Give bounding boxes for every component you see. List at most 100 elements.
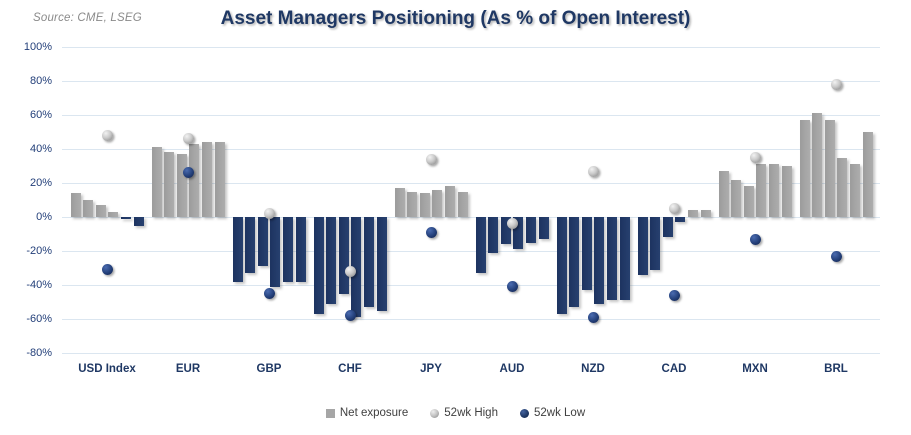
net-exposure-bar xyxy=(731,179,742,217)
net-exposure-bar xyxy=(70,193,81,217)
net-exposure-bar xyxy=(606,217,617,301)
net-exposure-bar xyxy=(594,217,605,304)
y-axis-tick-label: -40% xyxy=(26,279,52,291)
legend-label-net-exposure: Net exposure xyxy=(339,407,409,419)
net-exposure-bar xyxy=(394,188,405,217)
x-category-label: AUD xyxy=(499,363,525,375)
y-axis-tick-label: 40% xyxy=(29,143,52,155)
net-exposure-bar xyxy=(351,217,362,318)
week52-low-marker xyxy=(101,264,113,276)
week52-high-marker xyxy=(182,133,194,145)
week52-high-marker xyxy=(749,152,761,163)
net-exposure-bar xyxy=(862,132,873,217)
gridline xyxy=(62,217,880,218)
net-exposure-bar xyxy=(326,217,337,304)
net-exposure-bar xyxy=(718,171,729,217)
net-exposure-bar xyxy=(700,210,711,217)
net-exposure-bar xyxy=(637,217,648,275)
net-exposure-bar xyxy=(270,217,281,287)
x-category-label: JPY xyxy=(420,363,442,375)
week52-high-marker xyxy=(587,165,599,177)
net-exposure-bar xyxy=(475,217,486,274)
net-exposure-bar xyxy=(363,217,374,308)
net-exposure-bar xyxy=(781,166,792,217)
gridline xyxy=(62,47,880,48)
net-exposure-bar xyxy=(488,217,499,253)
net-exposure-bar xyxy=(768,164,779,217)
net-exposure-bar xyxy=(581,217,592,291)
gridline xyxy=(62,285,880,286)
x-category-label: CHF xyxy=(338,363,362,375)
net-exposure-bar xyxy=(687,210,698,217)
net-exposure-bar xyxy=(189,143,200,217)
week52-low-marker xyxy=(587,311,599,323)
week52-low-marker xyxy=(182,167,194,179)
net-exposure-bar xyxy=(662,217,673,238)
net-exposure-bar xyxy=(313,217,324,314)
gridline xyxy=(62,115,880,116)
x-category-label: CAD xyxy=(661,363,687,375)
x-category-label: BRL xyxy=(824,363,848,375)
high-marker-swatch-icon xyxy=(430,408,440,418)
net-exposure-bar xyxy=(338,217,349,294)
week52-high-marker xyxy=(425,153,437,165)
net-exposure-bar xyxy=(837,157,848,217)
y-axis-tick-label: 80% xyxy=(29,75,52,87)
net-exposure-bar xyxy=(201,142,212,217)
y-axis-tick-label: -20% xyxy=(26,245,52,257)
net-exposure-bar xyxy=(432,189,443,217)
y-axis-tick-label: 60% xyxy=(29,109,52,121)
net-exposure-bar xyxy=(133,217,144,226)
net-exposure-bar xyxy=(95,205,106,217)
net-exposure-bar xyxy=(376,217,387,311)
week52-low-marker xyxy=(749,233,761,245)
net-exposure-bar xyxy=(457,191,468,217)
net-exposure-bar xyxy=(151,147,162,217)
week52-low-marker xyxy=(668,289,680,301)
legend-item-52wk-high: 52wk High xyxy=(430,407,498,419)
week52-high-marker xyxy=(344,265,356,277)
net-exposure-bar xyxy=(538,217,549,240)
week52-low-marker xyxy=(830,250,842,262)
legend-item-52wk-low: 52wk Low xyxy=(519,407,586,419)
net-exposure-bar xyxy=(525,217,536,243)
net-exposure-bar xyxy=(295,217,306,282)
legend-label-52wk-high: 52wk High xyxy=(444,407,498,419)
legend-item-net-exposure: Net exposure xyxy=(325,407,409,419)
y-axis-tick-label: 20% xyxy=(29,177,52,189)
gridline xyxy=(62,319,880,320)
net-exposure-bar xyxy=(799,120,810,217)
gridline xyxy=(62,353,880,354)
source-note: Source: CME, LSEG xyxy=(33,12,142,24)
net-exposure-bar xyxy=(569,217,580,308)
gridline xyxy=(62,149,880,150)
week52-high-marker xyxy=(668,203,680,214)
week52-low-marker xyxy=(425,226,437,238)
week52-low-marker xyxy=(344,310,356,322)
net-exposure-bar xyxy=(419,193,430,217)
net-exposure-swatch-icon xyxy=(325,408,335,418)
net-exposure-bar xyxy=(108,211,119,217)
gridline xyxy=(62,251,880,252)
net-exposure-bar xyxy=(407,191,418,217)
net-exposure-bar xyxy=(120,217,131,219)
net-exposure-bar xyxy=(824,120,835,217)
net-exposure-bar xyxy=(245,217,256,274)
y-axis-tick-label: -60% xyxy=(26,313,52,325)
legend-label-52wk-low: 52wk Low xyxy=(533,407,586,419)
week52-low-marker xyxy=(506,281,518,293)
chart-title: Asset Managers Positioning (As % of Open… xyxy=(220,8,691,29)
week52-low-marker xyxy=(263,288,275,299)
gridline xyxy=(62,183,880,184)
x-category-label: NZD xyxy=(581,363,605,375)
week52-high-marker xyxy=(263,208,275,220)
net-exposure-bar xyxy=(743,186,754,217)
net-exposure-bar xyxy=(444,186,455,217)
net-exposure-bar xyxy=(756,164,767,217)
net-exposure-bar xyxy=(812,113,823,217)
net-exposure-bar xyxy=(214,142,225,217)
net-exposure-bar xyxy=(164,152,175,217)
gridline xyxy=(62,81,880,82)
net-exposure-bar xyxy=(849,164,860,217)
